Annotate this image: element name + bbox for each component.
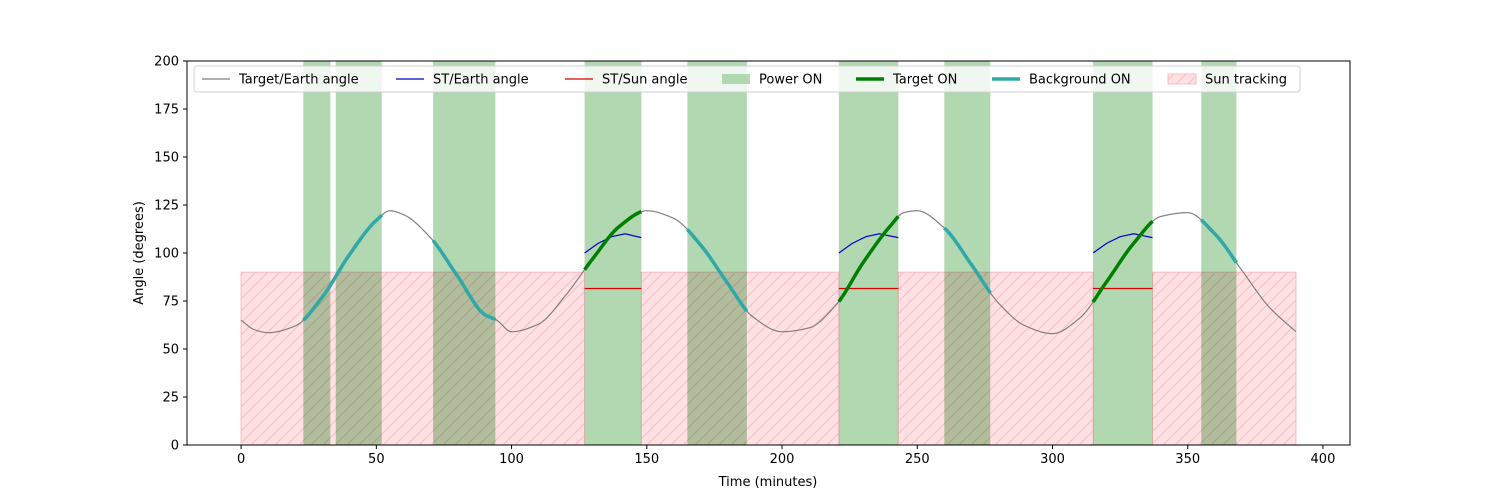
legend-label-power-on: Power ON [759,73,822,88]
background-on-segment [302,213,383,322]
y-tick-label: 200 [154,55,179,70]
power-on-band [1093,61,1153,445]
legend-label-st-earth-angle: ST/Earth angle [433,73,529,88]
background-on-segment [431,239,497,322]
x-tick-label: 0 [237,452,245,467]
power-on-band [335,61,382,445]
legend: Target/Earth angle ST/Earth angle ST/Sun a… [193,65,1301,93]
x-tick-label: 50 [368,452,385,467]
power-on-band [584,61,642,445]
y-tick-label: 75 [162,295,179,310]
x-tick-label: 250 [905,452,930,467]
legend-label-st-sun-angle: ST/Sun angle [602,73,688,88]
x-tick-label: 100 [499,452,524,467]
legend-label-target-earth-angle: Target/Earth angle [238,73,359,88]
x-tick-label: 400 [1311,452,1336,467]
legend-label-target-on: Target ON [892,73,957,88]
target-on-segment [583,210,642,271]
power-on-band [944,61,991,445]
x-tick-label: 200 [770,452,795,467]
x-axis-label: Time (minutes) [718,475,818,490]
power-on-band [687,61,747,445]
sun-tracking-hatch [240,271,586,445]
target-on-segment [837,215,900,303]
background-on-segment [1200,218,1238,264]
background-on-segment [686,228,749,313]
legend-label-background-on: Background ON [1029,73,1131,88]
power-on-band [303,61,331,445]
y-tick-label: 0 [171,439,179,454]
x-tick-label: 150 [634,452,659,467]
y-axis-label: Angle (degrees) [132,201,147,305]
y-tick-label: 25 [162,391,179,406]
legend-swatch-power-on [722,74,750,84]
x-tick-label: 350 [1175,452,1200,467]
sun-tracking-hatch [897,271,1094,445]
legend-swatch-hatch-sun-tracking [1167,73,1197,85]
x-tick-label: 300 [1040,452,1065,467]
legend-label-sun-tracking: Sun tracking [1205,73,1287,88]
y-tick-label: 175 [154,103,179,118]
y-tick-label: 125 [154,199,179,214]
target-on-segment [1091,220,1154,303]
y-tick-label: 100 [154,247,179,262]
st-earth-line [838,233,899,254]
y-tick-label: 150 [154,151,179,166]
y-tick-label: 50 [162,343,179,358]
background-on-segment [943,226,992,294]
